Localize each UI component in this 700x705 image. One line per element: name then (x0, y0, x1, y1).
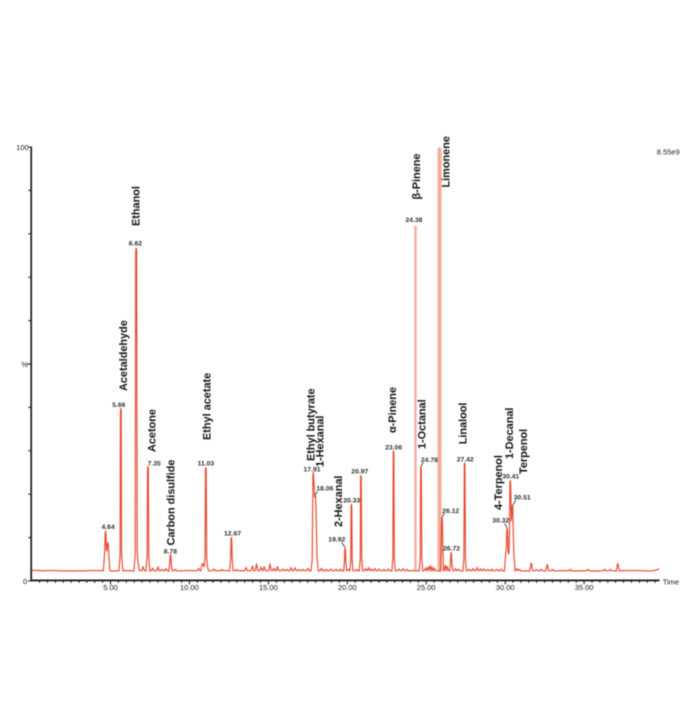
svg-text:23.06: 23.06 (385, 445, 402, 452)
svg-text:Terpenol: Terpenol (518, 429, 530, 474)
svg-text:2-Hexanal: 2-Hexanal (333, 476, 345, 527)
svg-text:Acetaldehyde: Acetaldehyde (118, 320, 130, 391)
svg-text:5.00: 5.00 (103, 583, 118, 592)
svg-text:1-Hexanal: 1-Hexanal (315, 416, 327, 467)
svg-text:0: 0 (23, 577, 27, 586)
svg-text:20.00: 20.00 (338, 583, 357, 592)
svg-text:8.55e9: 8.55e9 (657, 148, 680, 157)
svg-text:8.78: 8.78 (164, 548, 177, 555)
svg-text:20.33: 20.33 (343, 498, 360, 505)
svg-text:12.67: 12.67 (224, 530, 241, 537)
svg-text:30.51: 30.51 (514, 495, 531, 502)
svg-text:26.12: 26.12 (442, 508, 459, 515)
svg-text:20.97: 20.97 (351, 469, 368, 476)
svg-text:α-Pinene: α-Pinene (387, 387, 399, 433)
svg-text:4-Terpenol: 4-Terpenol (493, 455, 505, 510)
svg-text:30.41: 30.41 (502, 474, 519, 481)
svg-text:Limonene: Limonene (440, 136, 452, 187)
svg-text:27.42: 27.42 (457, 456, 474, 463)
svg-text:24.38: 24.38 (405, 217, 422, 224)
svg-text:25.00: 25.00 (417, 583, 436, 592)
svg-text:15.00: 15.00 (259, 583, 278, 592)
svg-text:6.62: 6.62 (129, 241, 142, 248)
svg-text:26.72: 26.72 (443, 546, 460, 553)
svg-text:1-Decanal: 1-Decanal (504, 408, 516, 459)
svg-text:10.00: 10.00 (180, 583, 199, 592)
svg-text:30.32: 30.32 (492, 518, 509, 525)
svg-text:17.91: 17.91 (304, 466, 321, 473)
svg-text:Ethyl butyrate: Ethyl butyrate (305, 388, 317, 461)
svg-text:Linalool: Linalool (458, 403, 470, 445)
svg-text:1-Octanal: 1-Octanal (417, 399, 429, 449)
svg-text:%: % (21, 360, 28, 369)
svg-text:30.00: 30.00 (496, 583, 515, 592)
svg-text:Ethanol: Ethanol (131, 186, 143, 226)
svg-text:7.35: 7.35 (148, 460, 161, 467)
svg-text:11.03: 11.03 (198, 461, 215, 468)
svg-text:24.78: 24.78 (421, 457, 438, 464)
svg-text:5.66: 5.66 (112, 402, 125, 409)
svg-text:35.00: 35.00 (575, 583, 594, 592)
svg-text:Acetone: Acetone (147, 409, 159, 452)
svg-text:Time: Time (663, 577, 679, 586)
svg-text:4.64: 4.64 (102, 524, 115, 531)
svg-text:Carbon disulfide: Carbon disulfide (165, 460, 177, 546)
svg-text:β-Pinene: β-Pinene (411, 154, 423, 200)
svg-text:Ethyl acetate: Ethyl acetate (201, 373, 213, 440)
svg-text:18.06: 18.06 (316, 486, 333, 493)
svg-text:19.92: 19.92 (328, 537, 345, 544)
svg-text:100: 100 (16, 143, 29, 152)
